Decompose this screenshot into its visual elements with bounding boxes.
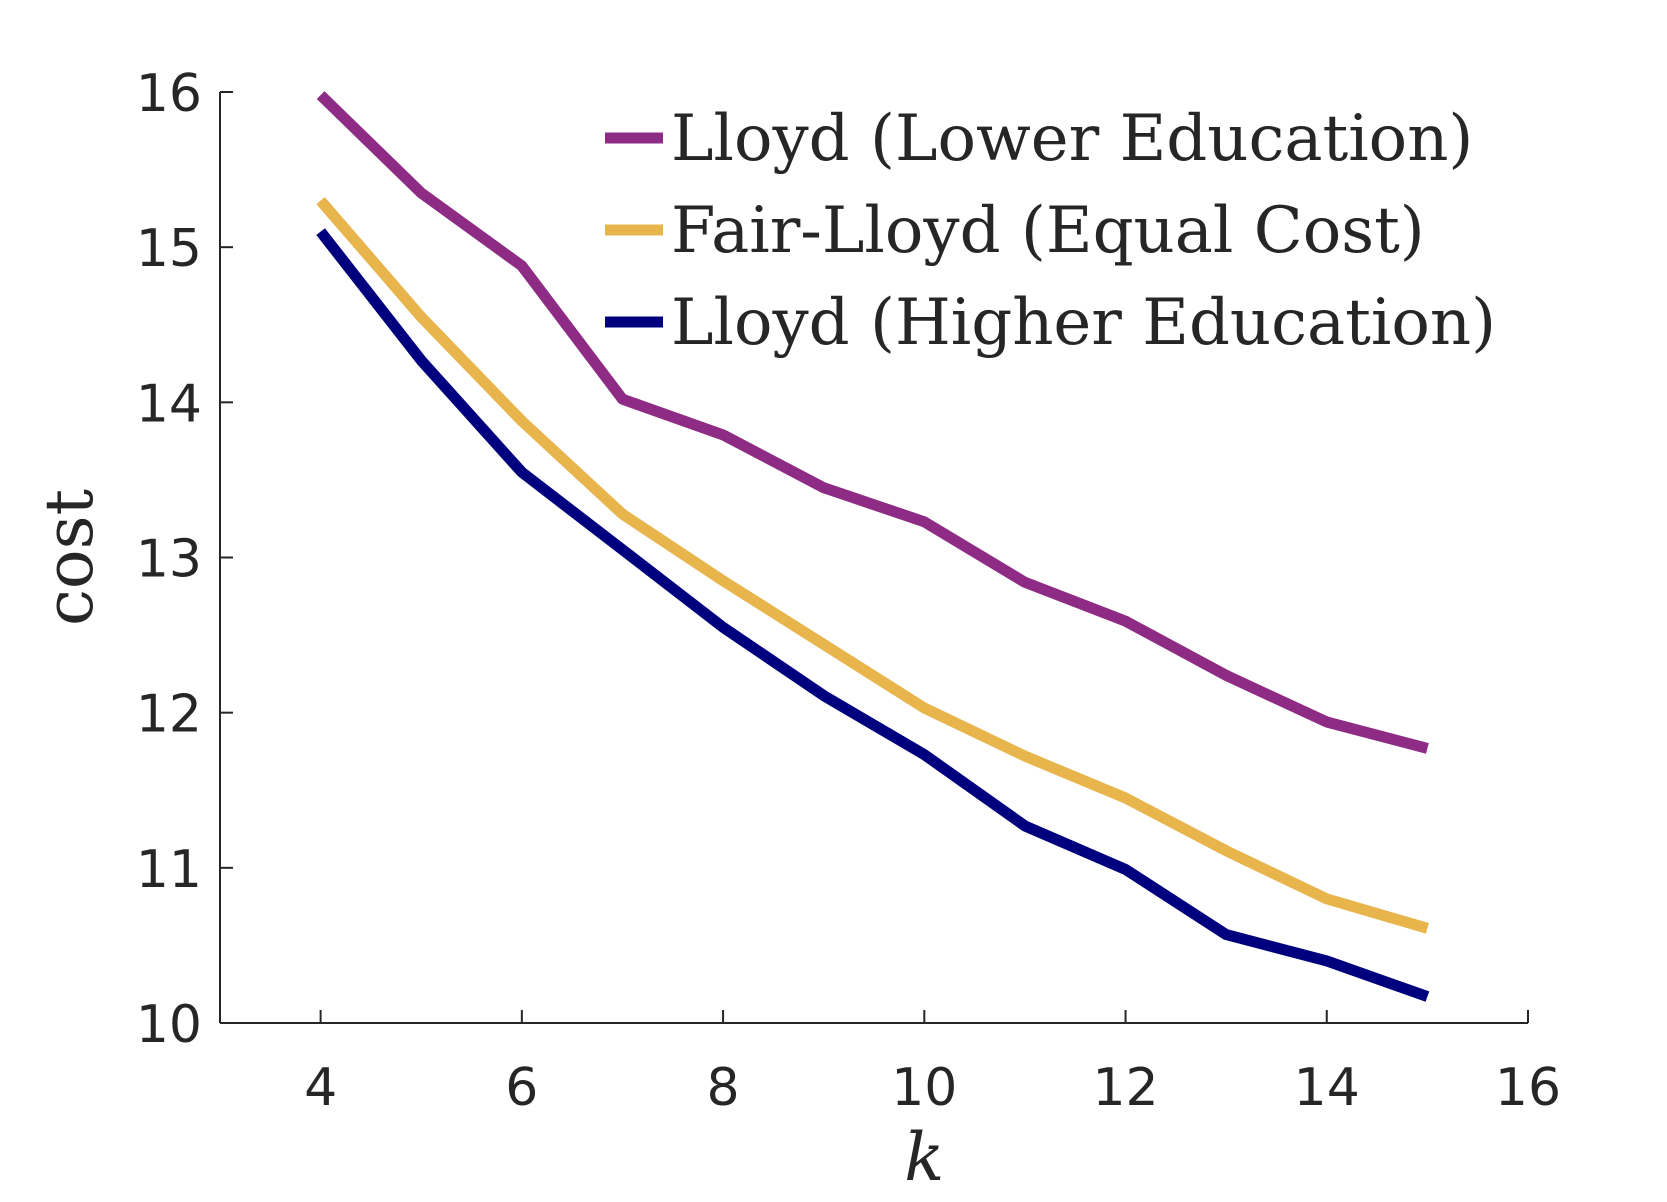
x-axis-title: k [904, 1119, 944, 1196]
x-tick-label: 16 [1495, 1058, 1561, 1118]
series-line-1 [316, 91, 1429, 754]
x-tick-label: 8 [707, 1058, 740, 1118]
series-line-2 [316, 197, 1429, 934]
y-tick-label: 15 [136, 219, 202, 279]
y-tick-label: 13 [136, 530, 202, 590]
legend-label-1: Lloyd (Lower Education) [671, 102, 1473, 176]
y-tick-label: 10 [136, 995, 202, 1055]
series-layer [316, 91, 1430, 1002]
x-tick-label: 10 [891, 1058, 957, 1118]
series-line-3 [316, 228, 1430, 1002]
y-tick-label: 16 [136, 64, 202, 124]
y-tick-label: 11 [136, 840, 202, 900]
legend: Lloyd (Lower Education) Fair-Lloyd (Equal… [605, 102, 1496, 360]
x-tick-label: 6 [505, 1058, 538, 1118]
x-tick-label: 12 [1092, 1058, 1158, 1118]
legend-label-3: Lloyd (Higher Education) [671, 286, 1496, 360]
y-axis-title: cost [31, 489, 108, 626]
x-tick-label: 4 [304, 1058, 337, 1118]
y-tick-label: 12 [136, 685, 202, 745]
x-tick-label: 14 [1294, 1058, 1360, 1118]
axes: 4 6 8 10 12 14 16 10 11 12 13 14 15 16 [136, 64, 1561, 1118]
y-tick-label: 14 [136, 374, 202, 434]
legend-label-2: Fair-Lloyd (Equal Cost) [671, 194, 1425, 268]
